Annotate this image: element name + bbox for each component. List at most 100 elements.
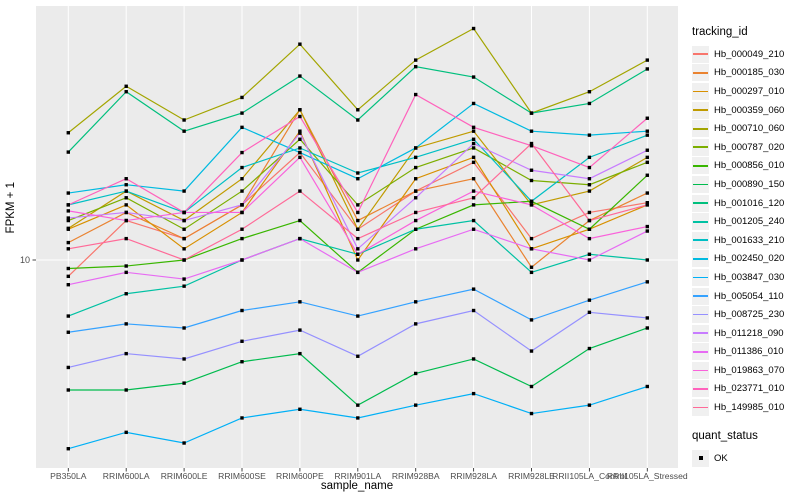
data-point: [298, 236, 302, 241]
data-point: [356, 252, 360, 256]
data-point: [471, 155, 476, 160]
legend-item: Hb_000359_060: [692, 101, 798, 120]
data-point: [124, 90, 128, 94]
data-point: [587, 177, 592, 181]
data-point: [240, 339, 244, 343]
data-point: [414, 322, 418, 326]
legend-item: Hb_000710_060: [692, 119, 798, 138]
data-point: [356, 258, 360, 262]
data-point: [414, 227, 418, 231]
legend-swatch-line: [693, 202, 708, 204]
color-legend-title: tracking_id: [692, 26, 748, 38]
x-tick-label: PB350LA: [50, 471, 87, 481]
legend-item: Hb_001633_210: [692, 231, 798, 250]
data-point: [182, 218, 186, 223]
legend-key-line-swatch: [692, 287, 709, 305]
legend-label: Hb_001205_240: [714, 216, 785, 228]
data-point: [182, 381, 186, 385]
legend-swatch-line: [693, 313, 708, 316]
legend-item: Hb_149985_010: [692, 398, 798, 417]
legend-label: Hb_008725_230: [714, 309, 785, 321]
legend-swatch-line: [693, 72, 708, 74]
data-point: [66, 274, 70, 279]
data-point: [356, 177, 360, 181]
data-point: [414, 177, 418, 181]
data-point: [298, 218, 302, 223]
x-tick-label: RRIM600LA: [103, 471, 150, 481]
data-point: [587, 183, 592, 187]
data-point: [414, 403, 418, 407]
data-point: [529, 349, 534, 353]
legend-key-line-swatch: [692, 250, 709, 268]
legend-item: Hb_000185_030: [692, 64, 798, 83]
data-point: [298, 108, 302, 112]
data-point: [182, 357, 186, 361]
data-point: [414, 218, 418, 223]
data-point: [471, 391, 476, 396]
legend-label: Hb_000890_150: [714, 178, 785, 190]
legend-swatch-line: [693, 406, 708, 409]
data-point: [471, 227, 476, 231]
data-point: [240, 203, 244, 207]
data-point: [471, 137, 476, 141]
legend-key-line-swatch: [692, 175, 709, 193]
data-point: [529, 178, 534, 183]
legend-label: Hb_000359_060: [714, 104, 785, 116]
data-point: [356, 227, 360, 231]
data-point: [471, 26, 476, 31]
data-point: [240, 189, 244, 193]
data-point: [414, 371, 418, 376]
data-point: [240, 360, 244, 364]
data-point: [587, 155, 592, 160]
legend-item: Hb_019863_070: [692, 361, 798, 380]
color-legend-items: Hb_000049_210 Hb_000185_030 Hb_000297_010 H…: [692, 45, 798, 417]
data-point: [298, 407, 302, 411]
data-point: [471, 160, 476, 165]
legend-key-line-swatch: [692, 64, 709, 82]
legend-swatch-line: [693, 90, 708, 93]
data-point: [645, 203, 649, 207]
data-point: [298, 155, 302, 160]
legend-label: Hb_000049_210: [714, 48, 785, 60]
data-point: [587, 236, 592, 241]
data-point: [124, 351, 128, 356]
data-point: [66, 388, 70, 392]
data-point: [414, 64, 418, 69]
data-point: [240, 258, 244, 262]
data-point: [182, 441, 186, 445]
data-point: [529, 384, 534, 389]
data-point: [471, 75, 476, 79]
data-point: [124, 210, 128, 215]
data-point: [356, 210, 360, 215]
data-point: [471, 189, 476, 193]
data-point: [298, 328, 302, 332]
data-point: [414, 189, 418, 193]
data-point: [298, 74, 302, 78]
data-point: [414, 155, 418, 160]
data-point: [182, 189, 186, 193]
data-point: [645, 155, 649, 160]
legend-key-line-swatch: [692, 306, 709, 324]
data-point: [645, 133, 649, 137]
data-point: [124, 177, 128, 181]
data-point: [529, 236, 534, 241]
x-axis-title: sample_name: [320, 480, 394, 492]
y-tick-label: 10: [20, 255, 30, 265]
legend-item: Hb_000787_020: [692, 138, 798, 157]
data-point: [356, 171, 360, 175]
data-point: [356, 416, 360, 420]
data-point: [356, 247, 360, 251]
legend-key-line-swatch: [692, 101, 709, 119]
data-point: [66, 365, 70, 370]
data-point: [66, 314, 70, 318]
data-point: [587, 298, 592, 302]
data-point: [471, 357, 476, 361]
data-point: [356, 314, 360, 318]
data-point: [124, 292, 128, 296]
data-point: [66, 240, 70, 245]
legend-item: Hb_001016_120: [692, 194, 798, 213]
data-point: [471, 125, 476, 130]
data-point: [124, 218, 128, 223]
legend-key-line-swatch: [692, 213, 709, 231]
data-point: [66, 191, 70, 195]
